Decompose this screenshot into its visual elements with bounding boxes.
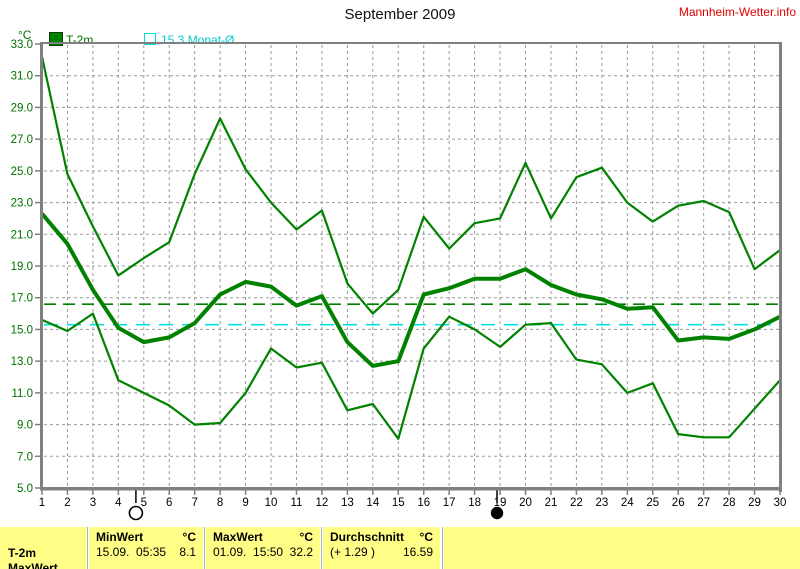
x-tick-label: 30: [774, 497, 787, 509]
maxwert-unit: °C: [299, 530, 313, 544]
x-tick-label: 9: [242, 497, 248, 509]
table-separator: [87, 527, 88, 569]
x-tick-label: 2: [64, 497, 70, 509]
maxwert-header: MaxWert: [213, 530, 263, 544]
maxwert-value: 32.2: [289, 545, 313, 559]
x-tick-label: 5: [141, 497, 147, 509]
x-tick-label: 14: [366, 497, 379, 509]
durchschnitt-unit: °C: [419, 530, 433, 544]
x-tick-label: 17: [443, 497, 456, 509]
y-axis-unit-label: °C: [18, 28, 32, 42]
table-separator: [204, 527, 205, 569]
table-separator: [442, 527, 443, 569]
series-max: [40, 56, 781, 315]
minwert-unit: °C: [182, 530, 196, 544]
x-tick-label: 25: [646, 497, 659, 509]
series-min: [41, 312, 781, 440]
x-tick-label: 7: [191, 497, 197, 509]
moon-phase-markers: [128, 490, 504, 521]
maxwert-datetime: 01.09. 15:50: [213, 545, 284, 559]
x-tick-label: 18: [468, 497, 481, 509]
page-title: September 2009: [344, 6, 456, 23]
y-tick-label: 33.0: [11, 39, 33, 51]
y-tick-label: 11.0: [11, 388, 33, 400]
x-tick-label: 12: [316, 497, 329, 509]
table-separator: [321, 527, 322, 569]
series-row-label: T-2m: [8, 546, 37, 560]
series-mean: [40, 212, 781, 368]
durchschnitt-value: 16.59: [402, 545, 433, 559]
y-tick-label: 9.0: [17, 420, 33, 432]
x-tick-label: 4: [115, 497, 122, 509]
y-tick-label: 25.0: [11, 166, 33, 178]
table-cell-minwert: MinWert °C 15.09. 05:35 8.1: [89, 527, 203, 569]
x-tick-label: 16: [417, 497, 430, 509]
vertical-gridlines: [66, 45, 756, 487]
x-tick-label: 20: [519, 497, 532, 509]
durchschnitt-header: Durchschnitt: [330, 530, 405, 544]
y-tick-label: 7.0: [17, 451, 33, 463]
full-moon-icon: [128, 505, 144, 521]
plot-borders: [40, 42, 782, 492]
y-tick-label: 31.0: [11, 71, 33, 83]
y-tick-label: 29.0: [11, 102, 33, 114]
table-cell-empty: [444, 527, 800, 569]
table-cell-durchschnitt: Durchschnitt °C (+ 1.29 ) 16.59: [323, 527, 440, 569]
brand-link[interactable]: Mannheim-Wetter.info: [678, 5, 796, 19]
x-tick-label: 28: [723, 497, 736, 509]
new-moon-icon: [490, 506, 504, 520]
y-axis: 33.0 31.0 29.0 27.0 25.0 23.0 21.0 19.0 17.0 15.0…: [11, 39, 40, 495]
x-tick-label: 3: [90, 497, 96, 509]
durchschnitt-anomaly: (+ 1.29 ): [330, 545, 376, 559]
table-cell-maxwert: MaxWert °C 01.09. 15:50 32.2: [206, 527, 320, 569]
x-tick-label: 1: [39, 497, 45, 509]
x-tick-label: 26: [672, 497, 685, 509]
temperature-series: [40, 56, 781, 440]
y-tick-label: 5.0: [17, 483, 33, 495]
y-tick-label: 21.0: [11, 229, 33, 241]
x-tick-label: 13: [341, 497, 354, 509]
y-tick-label: 15.0: [11, 324, 33, 336]
y-tick-label: 23.0: [11, 198, 33, 210]
minwert-header: MinWert: [96, 530, 144, 544]
x-tick-label: 10: [265, 497, 278, 509]
x-tick-label: 15: [392, 497, 405, 509]
y-tick-label: 13.0: [11, 356, 33, 368]
y-tick-label: 27.0: [11, 134, 33, 146]
y-tick-label: 19.0: [11, 261, 33, 273]
minwert-datetime: 15.09. 05:35: [96, 545, 167, 559]
x-tick-label: 24: [621, 497, 634, 509]
x-tick-label: 8: [217, 497, 223, 509]
x-tick-label: 29: [748, 497, 761, 509]
x-axis: 1 2 3 4 5 6 7 8 9 10 11 12 13 14 15 16 17 18 19 20 21 22 23 24 2…: [39, 490, 787, 509]
table-cell-series: T-2m MaxWert: [0, 527, 86, 569]
y-tick-label: 17.0: [11, 293, 33, 305]
minwert-value: 8.1: [179, 545, 196, 559]
x-tick-label: 11: [291, 497, 303, 509]
x-tick-label: 21: [545, 497, 558, 509]
x-tick-label: 27: [697, 497, 710, 509]
x-tick-label: 22: [570, 497, 583, 509]
x-tick-label: 23: [595, 497, 608, 509]
clipped-next-row-label: MaxWert: [8, 561, 58, 569]
horizontal-gridlines: [44, 75, 779, 457]
x-tick-label: 6: [166, 497, 172, 509]
